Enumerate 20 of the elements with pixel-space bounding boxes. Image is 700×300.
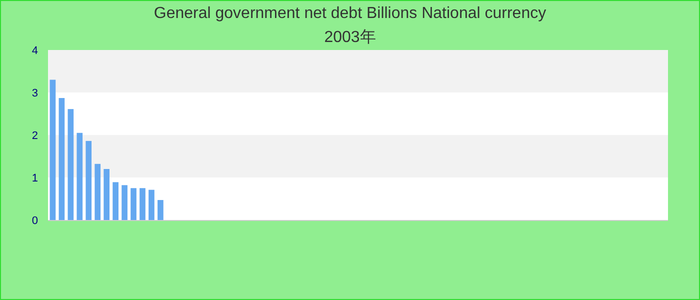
bar (112, 182, 118, 220)
bar (86, 140, 92, 220)
y-tick-label: 4 (32, 44, 38, 57)
y-tick-label: 2 (32, 130, 38, 142)
bar (140, 188, 146, 220)
bar (158, 200, 164, 220)
bar (58, 98, 65, 220)
bar (104, 169, 110, 220)
bar (50, 80, 56, 220)
bar (148, 190, 154, 220)
bar (130, 188, 136, 220)
bar (94, 164, 101, 220)
bar (68, 109, 74, 220)
bar (76, 132, 83, 220)
y-tick-label: 1 (32, 172, 38, 184)
bar (122, 185, 128, 220)
chart-title: General government net debt Billions National currency (154, 5, 546, 22)
y-tick-label: 3 (32, 87, 38, 100)
chart-subtitle: 2003年 (324, 29, 376, 46)
y-tick-label: 0 (32, 214, 38, 227)
